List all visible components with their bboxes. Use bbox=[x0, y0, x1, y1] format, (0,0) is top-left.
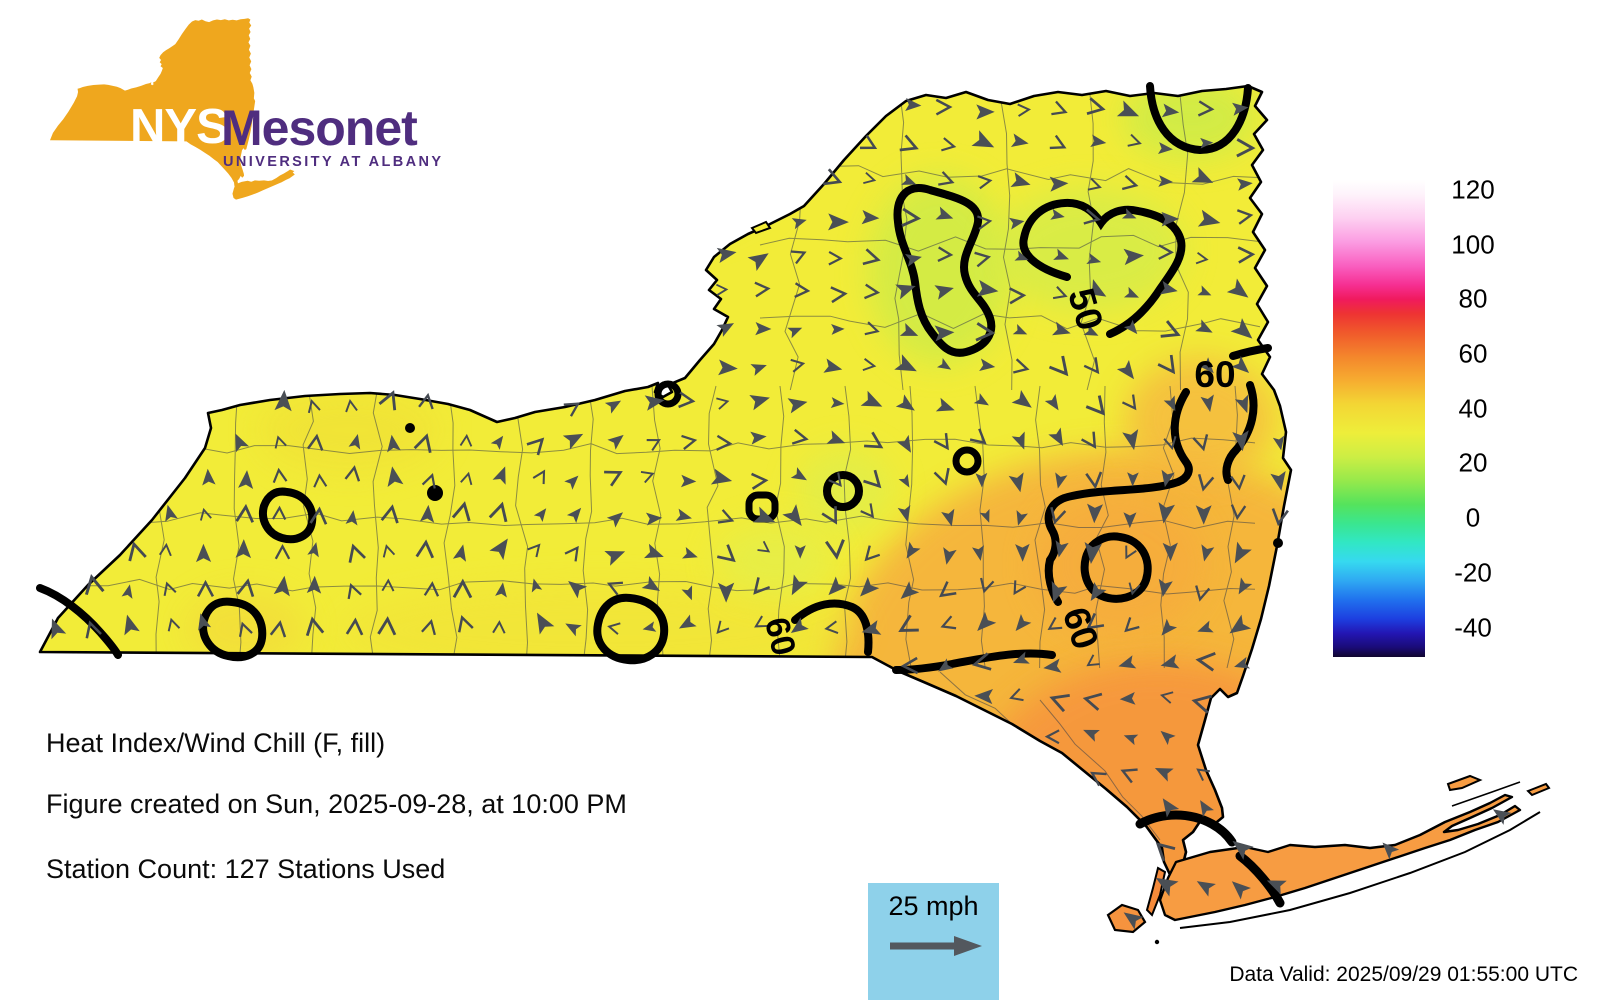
colorbar-tick-120: 120 bbox=[1451, 174, 1495, 205]
colorbar-tick-20: 20 bbox=[1458, 447, 1488, 478]
nys-mesonet-logo: NYS Mesonet UNIVERSITY AT ALBANY bbox=[50, 18, 443, 200]
colorbar-tick-80: 80 bbox=[1458, 283, 1488, 314]
contour-label-60: 60 bbox=[1194, 354, 1235, 395]
colorbar-tick-0: 0 bbox=[1465, 502, 1481, 533]
logo-mesonet-text: Mesonet bbox=[221, 100, 418, 156]
data-valid-text: Data Valid: 2025/09/29 01:55:00 UTC bbox=[1229, 963, 1578, 986]
logo-tagline-text: UNIVERSITY AT ALBANY bbox=[223, 154, 443, 170]
contour-label-60: 60 bbox=[757, 614, 803, 660]
station-count-text: Station Count: 127 Stations Used bbox=[46, 854, 446, 884]
figure-created-text: Figure created on Sun, 2025-09-28, at 10… bbox=[46, 789, 627, 819]
colorbar bbox=[1333, 180, 1425, 657]
colorbar-tick-40: 40 bbox=[1458, 393, 1488, 424]
colorbar-tick-100: 100 bbox=[1451, 229, 1495, 260]
wind-reference-label: 25 mph bbox=[888, 891, 979, 921]
colorbar-tick--20: -20 bbox=[1454, 557, 1492, 588]
colorbar-tick-60: 60 bbox=[1458, 338, 1488, 369]
wind-reference-arrow-icon bbox=[889, 936, 982, 956]
parameter-title: Heat Index/Wind Chill (F, fill) bbox=[46, 728, 386, 758]
colorbar-tick--40: -40 bbox=[1454, 612, 1492, 642]
wind-reference-box: 25 mph bbox=[868, 883, 999, 1000]
logo-state-shape bbox=[50, 18, 295, 200]
logo-nys-text: NYS bbox=[130, 100, 228, 154]
